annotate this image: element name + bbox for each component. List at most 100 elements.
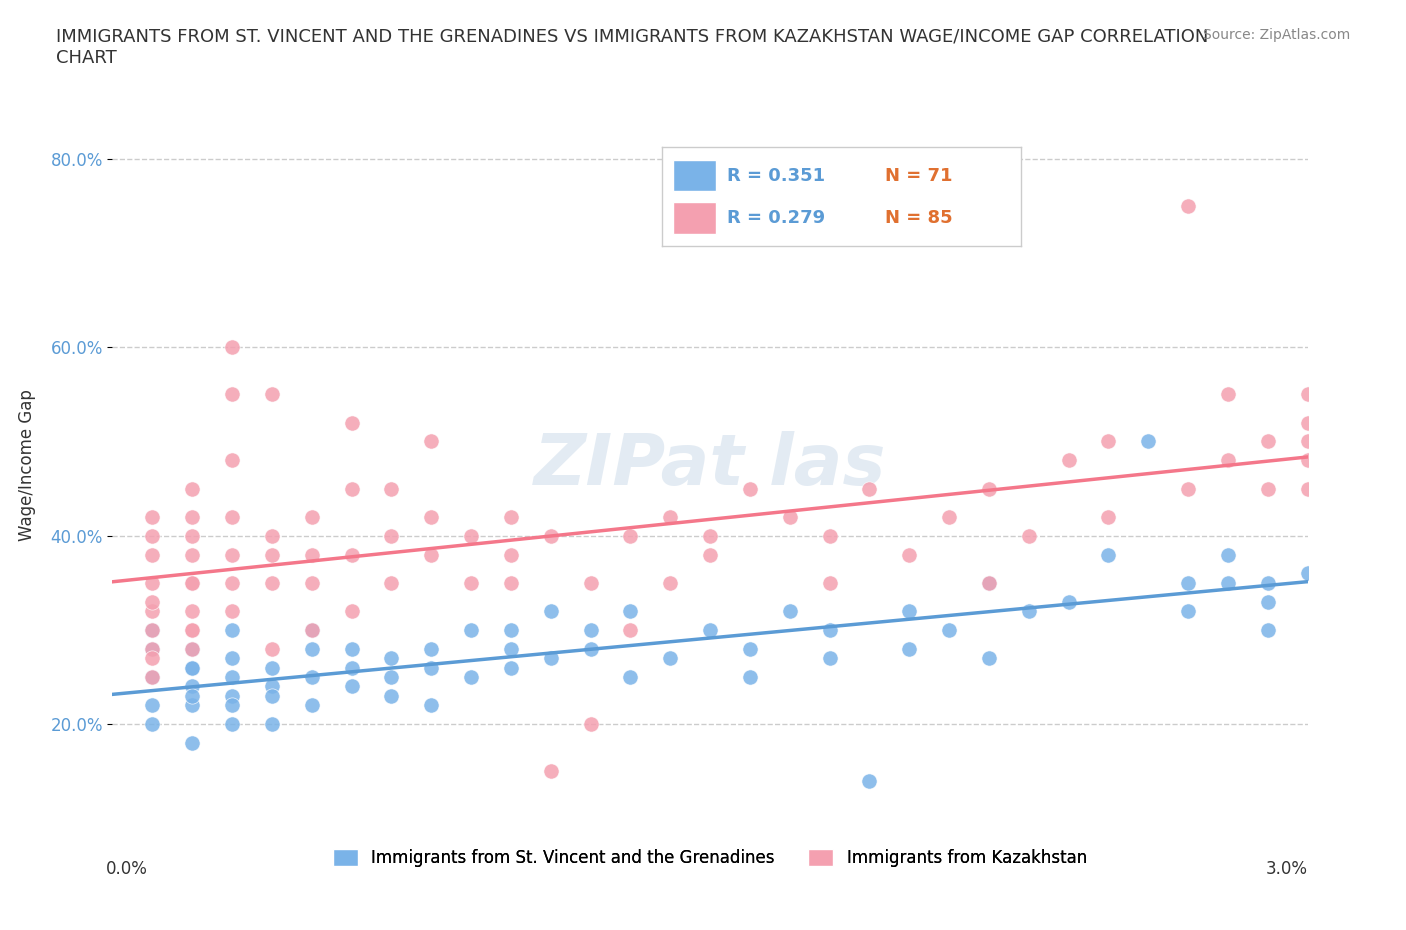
Point	[260, 717, 283, 732]
Point	[738, 481, 761, 496]
Point	[301, 576, 323, 591]
Point	[181, 576, 204, 591]
Point	[818, 528, 841, 543]
Point	[301, 698, 323, 712]
Point	[141, 670, 163, 684]
Point	[340, 415, 363, 430]
Point	[540, 604, 562, 618]
Point	[499, 642, 522, 657]
Point	[619, 622, 641, 637]
Point	[579, 576, 602, 591]
Point	[141, 510, 163, 525]
Point	[738, 670, 761, 684]
Point	[499, 660, 522, 675]
Point	[499, 622, 522, 637]
Point	[858, 481, 880, 496]
Point	[499, 510, 522, 525]
Point	[301, 622, 323, 637]
Point	[181, 688, 204, 703]
Point	[1097, 547, 1119, 562]
Point	[938, 510, 960, 525]
Point	[540, 528, 562, 543]
Point	[1257, 594, 1279, 609]
Point	[260, 547, 283, 562]
Point	[141, 547, 163, 562]
Point	[181, 510, 204, 525]
Point	[181, 642, 204, 657]
Point	[141, 604, 163, 618]
Point	[141, 698, 163, 712]
Point	[181, 660, 204, 675]
Point	[141, 622, 163, 637]
Point	[141, 594, 163, 609]
Point	[301, 622, 323, 637]
Point	[1296, 566, 1319, 581]
Point	[619, 528, 641, 543]
Point	[181, 660, 204, 675]
Point	[977, 576, 1000, 591]
Point	[181, 547, 204, 562]
Point	[181, 481, 204, 496]
Point	[221, 387, 243, 402]
Point	[380, 528, 402, 543]
Point	[260, 660, 283, 675]
Point	[141, 642, 163, 657]
Point	[1296, 434, 1319, 449]
Point	[301, 510, 323, 525]
Point	[221, 510, 243, 525]
Point	[221, 717, 243, 732]
Point	[540, 764, 562, 778]
Point	[1177, 604, 1199, 618]
Text: IMMIGRANTS FROM ST. VINCENT AND THE GRENADINES VS IMMIGRANTS FROM KAZAKHSTAN WAG: IMMIGRANTS FROM ST. VINCENT AND THE GREN…	[56, 28, 1209, 67]
Point	[898, 604, 921, 618]
Point	[1216, 453, 1239, 468]
Point	[1018, 528, 1040, 543]
Point	[380, 481, 402, 496]
Point	[221, 651, 243, 666]
Point	[181, 576, 204, 591]
Point	[181, 622, 204, 637]
Point	[420, 642, 443, 657]
Point	[260, 528, 283, 543]
Point	[181, 698, 204, 712]
Point	[221, 576, 243, 591]
Point	[1296, 387, 1319, 402]
Point	[540, 651, 562, 666]
Point	[221, 453, 243, 468]
Point	[1257, 576, 1279, 591]
Point	[1018, 604, 1040, 618]
Point	[380, 576, 402, 591]
Point	[499, 547, 522, 562]
Point	[340, 547, 363, 562]
Point	[938, 622, 960, 637]
Point	[260, 387, 283, 402]
Point	[1257, 434, 1279, 449]
Point	[898, 642, 921, 657]
Point	[1296, 481, 1319, 496]
Point	[340, 660, 363, 675]
Text: 0.0%: 0.0%	[105, 860, 148, 878]
Point	[221, 339, 243, 354]
Point	[818, 622, 841, 637]
Point	[221, 604, 243, 618]
Y-axis label: Wage/Income Gap: Wage/Income Gap	[18, 389, 37, 541]
Point	[221, 622, 243, 637]
Point	[1216, 576, 1239, 591]
Point	[420, 547, 443, 562]
Point	[221, 547, 243, 562]
Point	[858, 773, 880, 788]
Point	[460, 576, 482, 591]
Point	[1296, 415, 1319, 430]
Point	[340, 679, 363, 694]
Point	[181, 528, 204, 543]
Point	[260, 679, 283, 694]
Text: ZIPat las: ZIPat las	[534, 431, 886, 499]
Point	[260, 688, 283, 703]
Point	[1057, 594, 1080, 609]
Point	[1257, 481, 1279, 496]
Point	[779, 510, 801, 525]
Point	[181, 642, 204, 657]
Point	[221, 688, 243, 703]
Point	[380, 688, 402, 703]
Point	[141, 528, 163, 543]
